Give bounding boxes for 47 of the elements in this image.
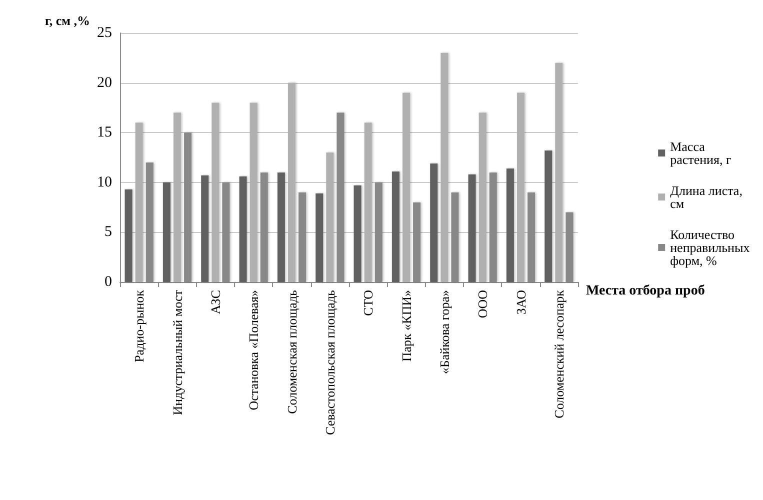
- x-tick-label: «Байкова гора»: [436, 290, 452, 374]
- bar: [430, 163, 438, 282]
- bar: [468, 174, 476, 282]
- bar: [162, 182, 170, 282]
- y-tick-label: 0: [104, 274, 112, 290]
- bar: [124, 189, 132, 282]
- x-tick-label: Севастопольская площадь: [322, 290, 338, 435]
- x-axis-title: Места отбора проб: [586, 284, 705, 298]
- bar: [516, 92, 525, 282]
- x-tick-label: АЗС: [208, 290, 223, 314]
- bar: [135, 122, 143, 282]
- bar: [239, 176, 247, 282]
- bar: [326, 152, 334, 282]
- legend-label: Масса растения, г: [670, 139, 732, 167]
- bar: [277, 172, 285, 282]
- bar: [354, 185, 362, 282]
- bar: [440, 52, 448, 282]
- x-tick-label: Парк «КПИ»: [398, 290, 414, 362]
- bar: [506, 168, 514, 282]
- bar: [392, 171, 400, 282]
- x-tick-label: Остановка «Полевая»: [246, 290, 262, 410]
- y-tick-label: 25: [97, 25, 112, 41]
- bar: [288, 82, 296, 282]
- bar: [402, 92, 410, 282]
- legend-label: Количество неправильных форм, %: [670, 227, 754, 268]
- y-tick-label: 15: [97, 124, 112, 141]
- bar: [555, 62, 563, 282]
- x-tick-label: Радио-рынок: [132, 289, 147, 362]
- bar: [544, 150, 552, 282]
- legend-label: Длина листа, см: [670, 183, 746, 211]
- x-tick-label: ЗАО: [513, 290, 528, 315]
- x-tick-label: ООО: [475, 290, 490, 318]
- x-tick-label: Соломенский лесопарк: [551, 289, 566, 418]
- bar: [478, 112, 486, 282]
- y-tick-label: 10: [97, 174, 112, 190]
- bar: [316, 193, 324, 282]
- y-tick-label: 5: [104, 224, 112, 240]
- x-tick-label: Индустриальный мост: [170, 290, 185, 416]
- bar: [201, 175, 209, 282]
- bar: [173, 112, 182, 282]
- bar: [364, 122, 372, 282]
- x-tick-label: Соломенская площадь: [284, 290, 300, 414]
- bar: [250, 102, 258, 282]
- y-tick-label: 20: [97, 74, 112, 91]
- x-tick-label: СТО: [360, 290, 376, 316]
- bar: [212, 102, 220, 282]
- y-axis-title: г, см ,%: [44, 13, 90, 28]
